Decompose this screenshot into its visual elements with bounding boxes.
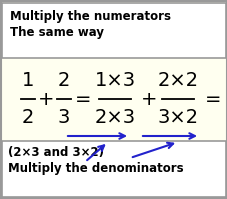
Text: 2×3: 2×3 <box>94 108 135 127</box>
Text: 2: 2 <box>22 108 34 127</box>
Text: =: = <box>204 90 220 108</box>
Text: Multiply the denominators: Multiply the denominators <box>8 162 183 175</box>
Text: +: + <box>38 90 54 108</box>
Text: 1×3: 1×3 <box>94 71 135 90</box>
FancyBboxPatch shape <box>2 3 225 58</box>
Text: The same way: The same way <box>10 26 104 39</box>
Text: 2: 2 <box>58 71 70 90</box>
Text: +: + <box>140 90 157 108</box>
FancyBboxPatch shape <box>2 141 225 197</box>
Text: 1: 1 <box>22 71 34 90</box>
Text: (2×3 and 3×2): (2×3 and 3×2) <box>8 146 104 159</box>
Text: 2×2: 2×2 <box>157 71 198 90</box>
Text: 3: 3 <box>58 108 70 127</box>
Text: =: = <box>74 90 91 108</box>
Text: 3×2: 3×2 <box>157 108 198 127</box>
Text: Multiply the numerators: Multiply the numerators <box>10 10 170 23</box>
